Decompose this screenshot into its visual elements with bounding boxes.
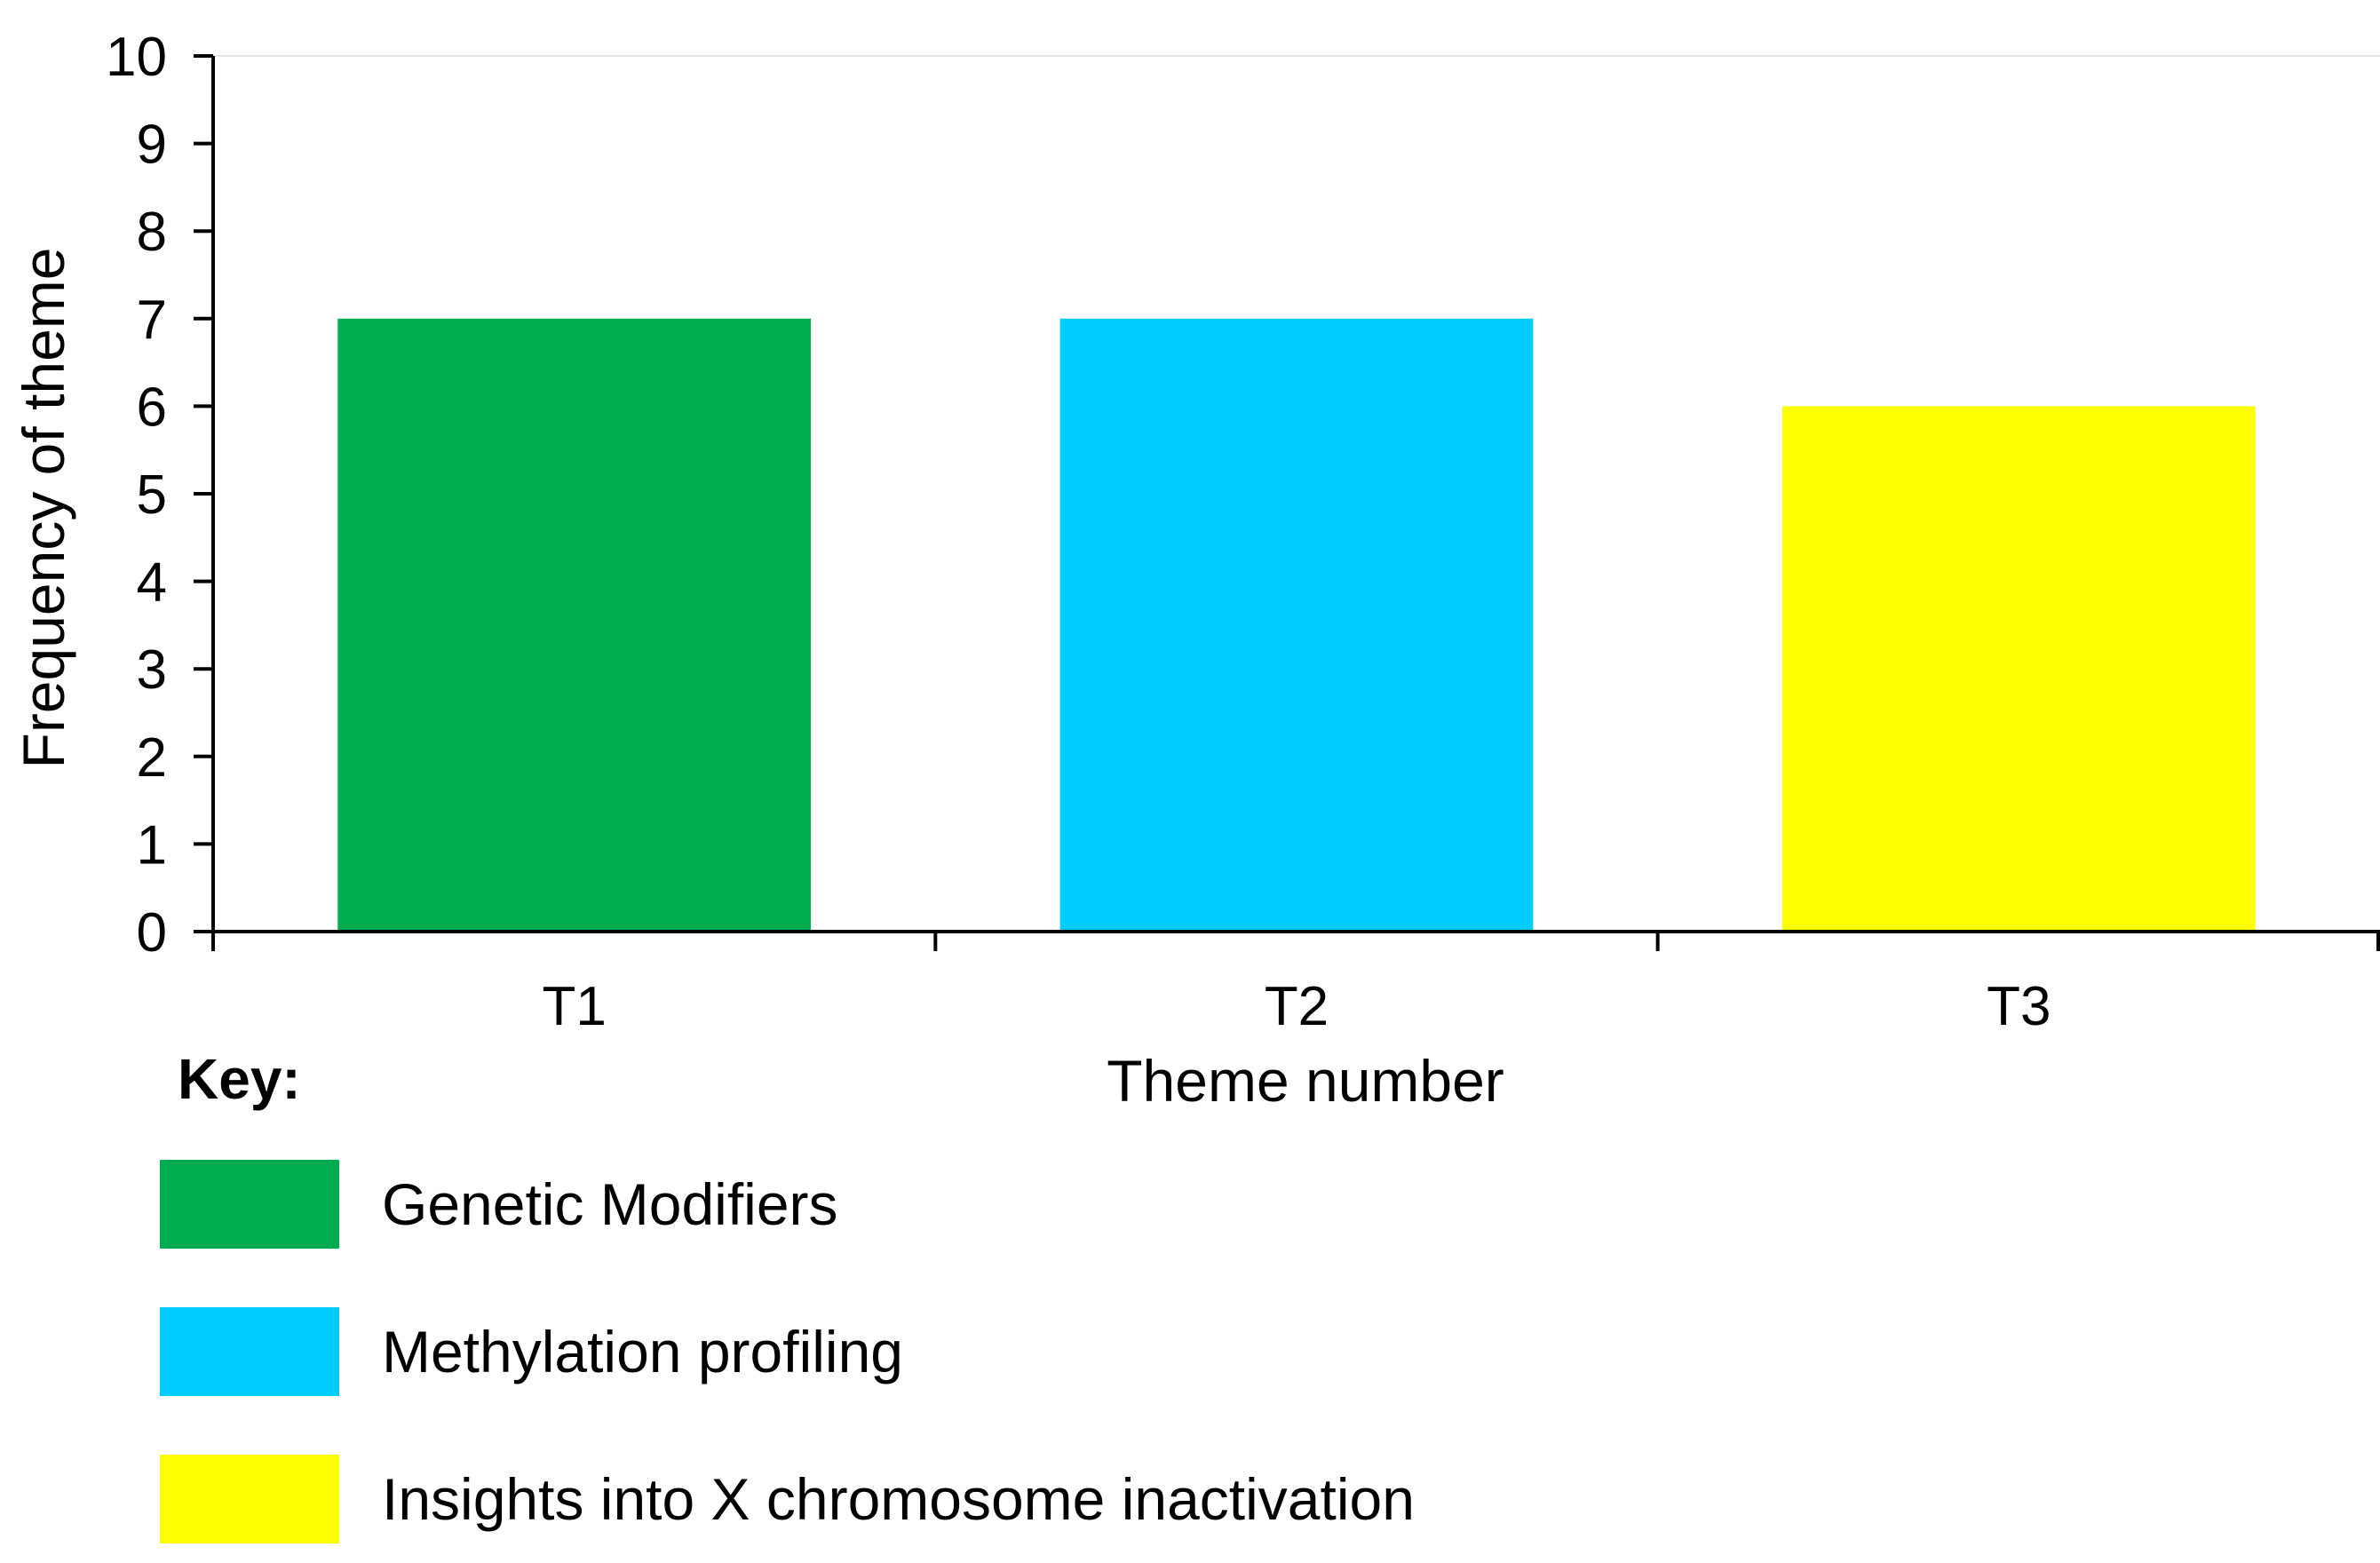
key-label: Genetic Modifiers: [382, 1171, 838, 1237]
bar-t1: [337, 318, 812, 932]
x-tick-label: T2: [1265, 976, 1329, 1037]
key-item-methylation-profiling: Methylation profiling: [160, 1307, 903, 1396]
x-tick-label: T1: [542, 976, 606, 1037]
y-axis-label: Frequency of theme: [11, 248, 76, 769]
y-tick-label: 5: [137, 464, 167, 526]
bar-t2: [1059, 318, 1534, 932]
bars: [337, 318, 2256, 932]
key-swatch-green: [160, 1160, 339, 1249]
y-tick-label: 4: [137, 552, 167, 614]
key-title: Key:: [178, 1047, 301, 1111]
bar-t3: [1781, 406, 2256, 932]
key-item-genetic-modifiers: Genetic Modifiers: [160, 1160, 838, 1249]
y-tick-label: 1: [137, 814, 167, 876]
y-tick-label: 9: [137, 115, 167, 176]
y-tick-label: 8: [137, 202, 167, 263]
y-axis-ticks: 0 1 2 3 4 5 6 7 8 9 10: [106, 27, 213, 964]
key-label: Methylation profiling: [382, 1319, 903, 1384]
x-tick-label: T3: [1987, 976, 2051, 1037]
key-item-x-inactivation: Insights into X chromosome inactivation: [160, 1455, 1415, 1543]
key-swatch-yellow: [160, 1455, 339, 1543]
y-tick-label: 0: [137, 902, 167, 964]
y-tick-label: 6: [137, 377, 167, 438]
y-tick-label: 3: [137, 639, 167, 701]
key-swatch-cyan: [160, 1307, 339, 1396]
key-label: Insights into X chromosome inactivation: [382, 1466, 1415, 1532]
y-tick-label: 10: [106, 27, 167, 88]
x-axis-ticks: T1 T2 T3: [211, 932, 2380, 1037]
x-axis-label: Theme number: [1107, 1048, 1504, 1114]
y-tick-label: 7: [137, 290, 167, 351]
y-tick-label: 2: [137, 727, 167, 789]
